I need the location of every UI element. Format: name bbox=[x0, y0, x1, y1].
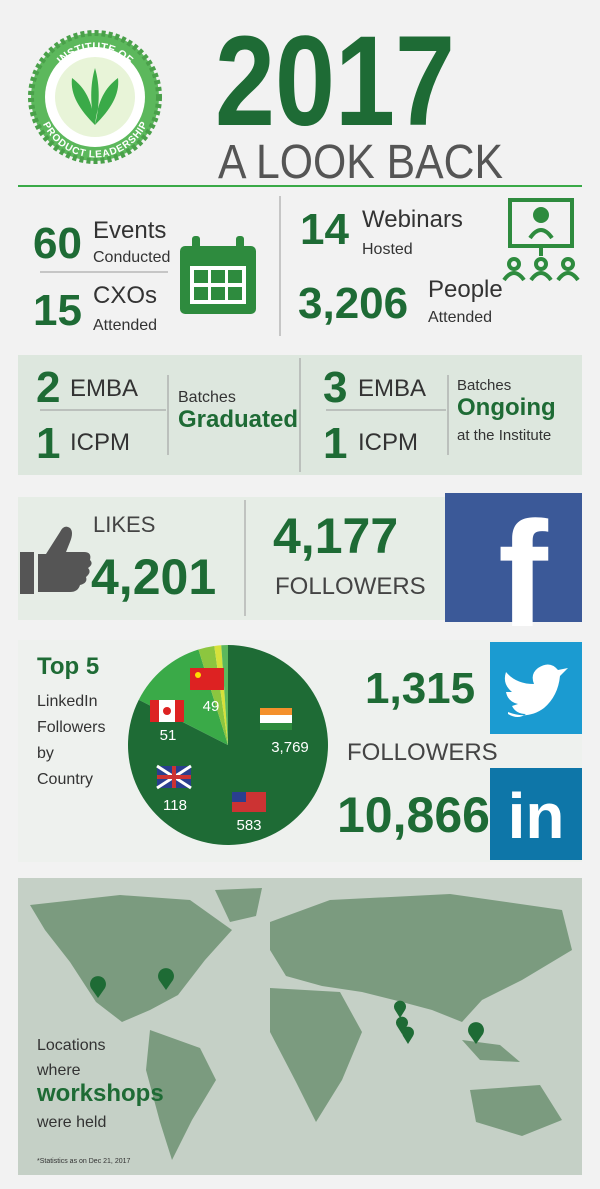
map-caption-emphasis: workshops bbox=[36, 1080, 164, 1107]
likes-number: 4,201 bbox=[91, 549, 216, 605]
flag-uk-cross bbox=[157, 766, 191, 788]
emba-number: 3 bbox=[323, 363, 347, 412]
facebook-followers-label: FOLLOWERS bbox=[275, 573, 426, 600]
chart-subtitle: by bbox=[37, 745, 54, 762]
chart-title: Top 5 bbox=[37, 653, 99, 680]
flag-canada-bar bbox=[175, 700, 184, 722]
likes-label: LIKES bbox=[93, 512, 155, 537]
flag-india-stripe bbox=[260, 708, 292, 715]
pin bbox=[393, 1000, 407, 1018]
calendar-icon bbox=[180, 236, 256, 314]
calendar-days bbox=[194, 270, 242, 300]
institute-label: at the Institute bbox=[457, 427, 551, 444]
year: 2017 bbox=[215, 10, 455, 153]
thumbs-up-icon bbox=[20, 526, 92, 594]
events-label: Events bbox=[93, 217, 166, 244]
data-label: 3,769 bbox=[271, 739, 309, 756]
pin bbox=[468, 1022, 484, 1044]
attendee bbox=[534, 257, 548, 271]
world-map bbox=[30, 888, 572, 1160]
pin bbox=[396, 1016, 408, 1034]
facebook-followers-number: 4,177 bbox=[273, 508, 398, 564]
pin bbox=[402, 1026, 414, 1044]
icpm-label: ICPM bbox=[358, 429, 418, 456]
cxos-label: CXOs bbox=[93, 282, 157, 309]
flags bbox=[150, 668, 292, 812]
logo-leaves bbox=[71, 68, 119, 125]
facebook-logo-letter: f bbox=[498, 490, 549, 658]
map-pins bbox=[89, 968, 484, 1044]
webinars-label: Webinars bbox=[362, 206, 463, 233]
graduated-label: Graduated bbox=[178, 406, 298, 433]
flag-canada-leaf bbox=[163, 707, 171, 715]
map-caption: Locations bbox=[37, 1037, 106, 1054]
attendee bbox=[561, 257, 575, 271]
cxos-number: 15 bbox=[33, 286, 82, 335]
events-number: 60 bbox=[33, 219, 82, 268]
linkedin-followers-number: 10,866 bbox=[337, 787, 490, 843]
calendar-ring bbox=[192, 236, 200, 254]
batches-label: Batches bbox=[457, 377, 511, 394]
linkedin-logo bbox=[490, 768, 582, 860]
emba-label: EMBA bbox=[70, 375, 138, 402]
twitter-bird bbox=[504, 664, 568, 717]
attendee-bodies bbox=[502, 271, 580, 282]
people-label: People bbox=[428, 276, 503, 303]
pie-slice bbox=[128, 645, 328, 845]
icpm-number: 1 bbox=[36, 419, 60, 468]
batches-label: Batches bbox=[178, 389, 236, 406]
map-caption: where bbox=[36, 1062, 81, 1079]
social-followers-label: FOLLOWERS bbox=[347, 739, 498, 766]
data-label: 49 bbox=[203, 698, 220, 715]
data-label: 51 bbox=[160, 727, 177, 744]
events-sub: Conducted bbox=[93, 249, 170, 266]
linkedin-logo-letters: in bbox=[508, 780, 565, 852]
people-number: 3,206 bbox=[298, 279, 408, 328]
chart-subtitle: Followers bbox=[37, 719, 105, 736]
cxos-sub: Attended bbox=[93, 317, 157, 334]
flag-usa-canton bbox=[232, 792, 246, 802]
map-caption: were held bbox=[36, 1114, 106, 1131]
data-label: 118 bbox=[163, 797, 187, 814]
footnote: *Statistics as on Dec 21, 2017 bbox=[37, 1158, 130, 1165]
subtitle: A LOOK BACK bbox=[218, 136, 503, 189]
emba-label: EMBA bbox=[358, 375, 426, 402]
calendar-ring bbox=[236, 236, 244, 254]
webinars-sub: Hosted bbox=[362, 241, 413, 258]
webinars-number: 14 bbox=[300, 205, 349, 254]
flag-china-star bbox=[195, 672, 201, 678]
flag-china bbox=[190, 668, 224, 690]
twitter-followers-number: 1,315 bbox=[365, 664, 475, 713]
flag-canada-bar bbox=[150, 700, 159, 722]
attendee bbox=[507, 257, 521, 271]
webinar-icon bbox=[502, 198, 580, 282]
flag-india-stripe bbox=[260, 723, 292, 730]
facebook-logo bbox=[445, 493, 582, 622]
presenter bbox=[533, 207, 549, 223]
data-label: 583 bbox=[236, 817, 261, 834]
pin bbox=[158, 968, 174, 990]
ongoing-label: Ongoing bbox=[457, 394, 556, 421]
logo: INSTITUTE OF PRODUCT LEADERSHIP bbox=[28, 30, 162, 164]
emba-number: 2 bbox=[36, 363, 60, 412]
pin bbox=[89, 976, 106, 998]
chart-subtitle: LinkedIn bbox=[37, 693, 98, 710]
icpm-number: 1 bbox=[323, 419, 347, 468]
chart-subtitle: Country bbox=[37, 771, 93, 788]
icpm-label: ICPM bbox=[70, 429, 130, 456]
people-sub: Attended bbox=[428, 309, 492, 326]
presenter-body bbox=[528, 228, 554, 240]
